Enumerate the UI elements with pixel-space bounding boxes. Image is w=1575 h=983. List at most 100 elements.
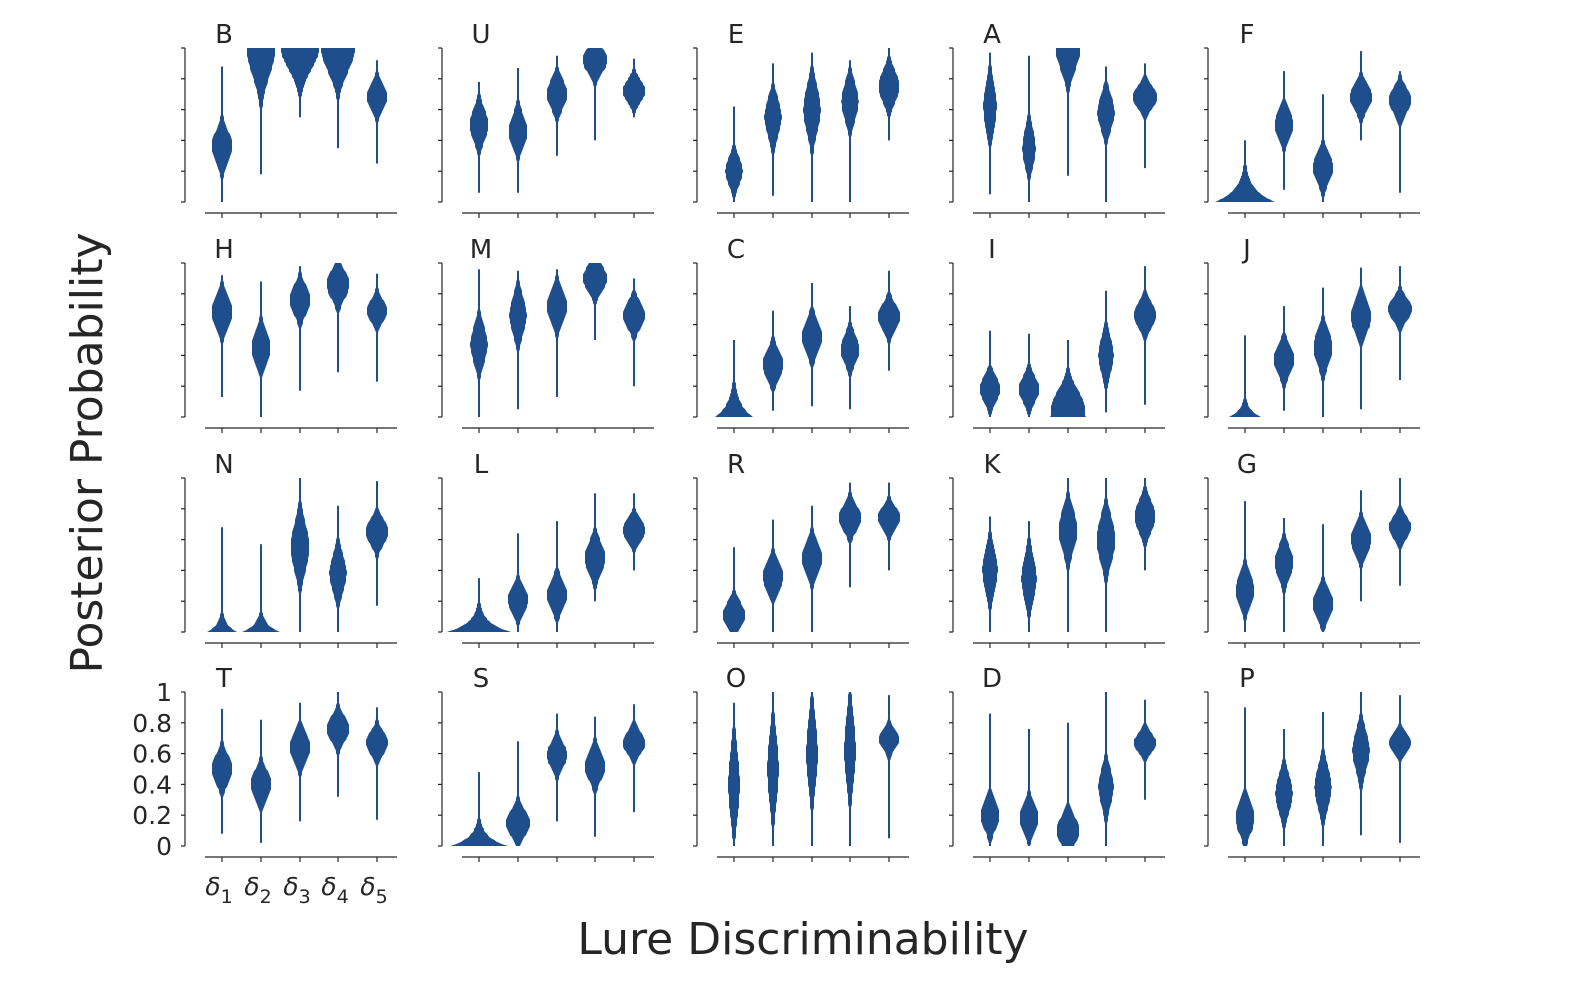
x-tick-label: δ5 xyxy=(360,872,387,908)
violin-t-5 xyxy=(366,707,388,820)
y-tick-label: 1 xyxy=(156,678,172,707)
panels-group: B U E A F H M C I J N L R K G T 00.20.40.60.81 δ1 δ2 δ3 δ4 δ5… xyxy=(132,20,1420,908)
panel-n: N xyxy=(181,450,397,648)
panel-u: U xyxy=(438,20,654,218)
violin-e-5 xyxy=(879,48,899,141)
violin-e-3 xyxy=(803,52,821,202)
violin-p-5 xyxy=(1389,695,1411,843)
violin-a-1 xyxy=(983,52,997,195)
violin-m-1 xyxy=(470,269,488,417)
x-tick-label: δ3 xyxy=(283,872,310,908)
panel-i: I xyxy=(949,235,1165,433)
violin-o-5 xyxy=(879,695,899,839)
panel-label: K xyxy=(983,450,1001,480)
panel-label: B xyxy=(215,20,233,50)
violin-o-1 xyxy=(728,702,740,846)
violin-f-2 xyxy=(1275,71,1293,190)
violin-g-5 xyxy=(1389,478,1411,586)
panel-label: N xyxy=(214,450,233,480)
violin-f-1 xyxy=(1215,140,1275,202)
violin-d-3 xyxy=(1057,722,1079,846)
violin-s-5 xyxy=(623,704,645,813)
y-tick-label: 0 xyxy=(156,832,172,861)
panel-d: D xyxy=(949,664,1165,862)
panel-l: L xyxy=(438,450,654,648)
violin-i-3 xyxy=(1050,340,1086,417)
violin-p-3 xyxy=(1314,712,1332,846)
y-axis-title: Posterior Probability xyxy=(62,232,113,673)
violin-n-4 xyxy=(329,505,347,632)
violin-r-3 xyxy=(802,505,822,632)
panel-h: H xyxy=(181,235,397,433)
violin-h-5 xyxy=(367,273,387,382)
violin-e-1 xyxy=(725,106,743,202)
violin-i-5 xyxy=(1134,266,1156,405)
panel-label: H xyxy=(214,235,234,265)
violin-p-1 xyxy=(1236,707,1254,846)
violin-a-2 xyxy=(1022,55,1036,203)
violin-d-5 xyxy=(1134,699,1156,800)
panel-label: U xyxy=(471,20,490,50)
panel-m: M xyxy=(438,235,654,433)
violin-g-4 xyxy=(1351,490,1371,602)
violin-l-3 xyxy=(547,521,567,632)
panel-label: C xyxy=(727,235,745,265)
violin-u-3 xyxy=(547,55,567,156)
violin-n-2 xyxy=(242,544,280,632)
violin-t-3 xyxy=(290,702,310,822)
violin-k-1 xyxy=(982,516,998,632)
violin-m-2 xyxy=(509,270,527,410)
violin-s-3 xyxy=(547,713,567,822)
x-tick-label: δ1 xyxy=(205,872,232,908)
violin-d-4 xyxy=(1098,692,1114,846)
panel-r: R xyxy=(693,450,909,648)
violin-t-1 xyxy=(212,708,232,834)
violin-g-3 xyxy=(1313,524,1333,632)
violin-u-1 xyxy=(470,81,488,193)
violin-k-4 xyxy=(1097,478,1115,632)
violin-k-2 xyxy=(1021,521,1037,632)
panel-o: O xyxy=(693,664,909,862)
violin-c-3 xyxy=(802,283,822,407)
violin-i-2 xyxy=(1019,333,1039,417)
panel-label: L xyxy=(474,450,489,480)
violin-s-2 xyxy=(506,741,530,846)
panel-label: A xyxy=(983,20,1001,50)
x-tick-label: δ4 xyxy=(321,872,348,908)
violin-u-5 xyxy=(623,58,645,118)
violin-r-4 xyxy=(839,482,861,588)
panel-t: T 00.20.40.60.81 δ1 δ2 δ3 δ4 δ5 xyxy=(132,664,397,908)
violin-e-4 xyxy=(841,60,859,202)
violin-f-4 xyxy=(1350,51,1372,141)
panel-label: E xyxy=(728,20,744,50)
violin-j-2 xyxy=(1274,306,1294,411)
violin-r-5 xyxy=(878,482,900,571)
violin-b-2 xyxy=(247,48,275,175)
violin-h-4 xyxy=(327,263,349,373)
violin-l-2 xyxy=(508,533,528,632)
violin-b-4 xyxy=(321,48,355,149)
panel-j: J xyxy=(1204,235,1420,433)
violin-r-1 xyxy=(723,547,745,632)
violin-j-4 xyxy=(1351,267,1371,410)
violin-j-3 xyxy=(1314,287,1332,417)
panel-label: J xyxy=(1241,235,1251,265)
violin-b-3 xyxy=(281,48,319,118)
violin-l-1 xyxy=(447,578,511,632)
violin-h-3 xyxy=(290,266,310,391)
violin-h-1 xyxy=(212,275,232,397)
panel-k: K xyxy=(949,450,1165,648)
violin-i-1 xyxy=(980,330,1000,417)
violin-s-1 xyxy=(450,772,508,846)
violin-h-2 xyxy=(252,281,270,417)
violin-s-4 xyxy=(585,716,605,837)
violin-o-3 xyxy=(806,692,818,846)
violin-c-2 xyxy=(763,310,783,411)
violin-d-1 xyxy=(981,713,999,846)
y-tick-label: 0.2 xyxy=(132,801,172,830)
y-tick-label: 0.4 xyxy=(132,770,172,799)
x-tick-label: δ2 xyxy=(244,872,271,908)
panel-label: I xyxy=(988,235,996,265)
panel-label: S xyxy=(473,664,490,694)
